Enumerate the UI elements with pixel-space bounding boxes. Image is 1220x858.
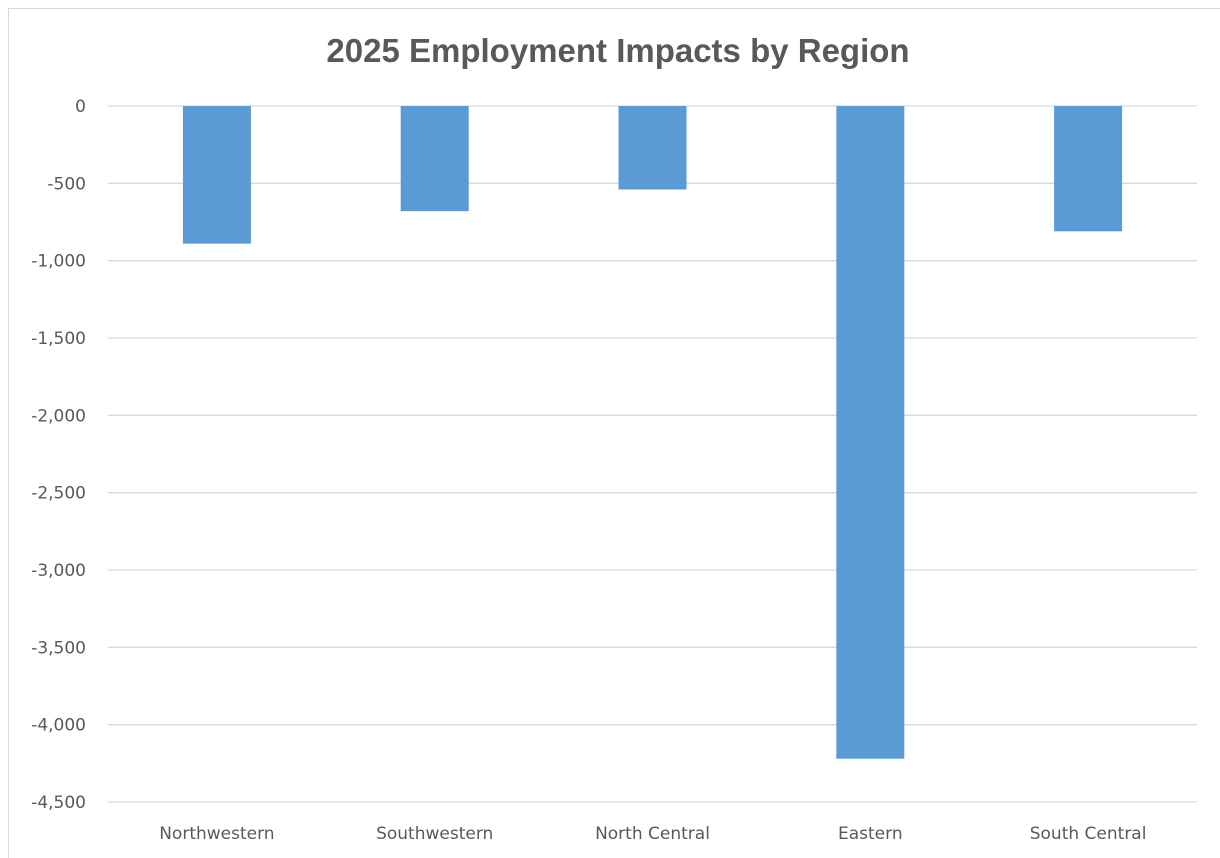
y-tick-label: -1,500 — [31, 329, 86, 349]
x-category-label: Southwestern — [376, 824, 493, 844]
y-axis-tick-labels: 0 -500 -1,000 -1,500 -2,000 -2,500 -3,000 -3,50… — [31, 97, 86, 813]
bar-north-central — [618, 106, 687, 190]
y-tick-label: -4,500 — [31, 793, 86, 813]
y-tick-label: -3,000 — [31, 561, 86, 581]
x-axis-category-labels: Northwestern Southwestern North Central Eas… — [159, 824, 1146, 844]
gridlines — [108, 105, 1197, 803]
bar-south-central — [1054, 106, 1123, 232]
x-category-label: Eastern — [838, 824, 903, 844]
bar-eastern — [836, 106, 905, 759]
x-category-label: Northwestern — [159, 824, 274, 844]
y-tick-label: -2,000 — [31, 406, 86, 426]
y-tick-label: -2,500 — [31, 484, 86, 504]
y-tick-label: -3,500 — [31, 638, 86, 658]
y-tick-label: -500 — [47, 174, 86, 194]
bars — [182, 106, 1123, 759]
chart-title: 2025 Employment Impacts by Region — [326, 32, 910, 69]
y-tick-label: 0 — [75, 97, 86, 117]
y-tick-label: -1,000 — [31, 252, 86, 272]
y-tick-label: -4,000 — [31, 716, 86, 736]
x-category-label: South Central — [1030, 824, 1147, 844]
bar-southwestern — [400, 106, 469, 212]
bar-northwestern — [182, 106, 251, 244]
x-category-label: North Central — [595, 824, 710, 844]
